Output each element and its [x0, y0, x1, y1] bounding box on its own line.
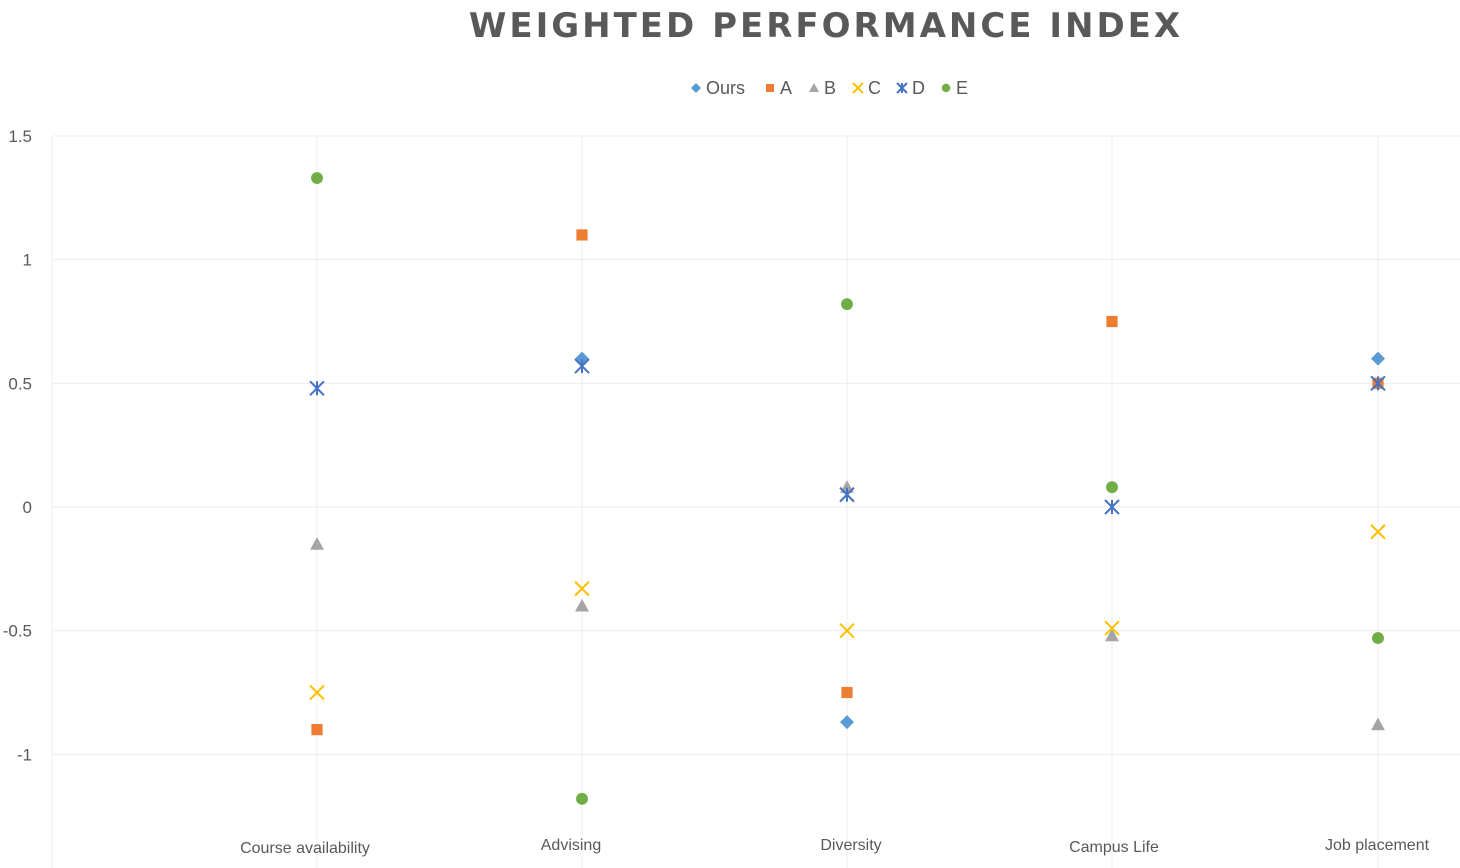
- y-axis: 1.5 1 0.5 0 -0.5 -1: [3, 127, 32, 764]
- data-point-c: [839, 622, 855, 639]
- x-tick-label: Campus Life: [1069, 839, 1159, 856]
- x-tick-label: Advising: [541, 837, 601, 854]
- legend-item-d: D: [896, 78, 925, 98]
- legend-label: Ours: [706, 78, 745, 98]
- legend-marker-circle: [941, 83, 951, 93]
- data-point-b: [1105, 628, 1119, 642]
- chart-legend: Ours A B C D E: [691, 78, 968, 98]
- chart-points: [309, 172, 1386, 805]
- data-point-c: [1370, 524, 1386, 540]
- data-point-d: [839, 486, 855, 503]
- legend-label: D: [912, 78, 925, 98]
- y-tick-label: -1: [17, 745, 32, 764]
- data-point-e: [1106, 481, 1118, 494]
- legend-marker-star: [896, 82, 908, 94]
- data-point-e: [311, 172, 323, 184]
- data-point-d: [574, 358, 590, 374]
- x-tick-label: Diversity: [820, 837, 881, 854]
- data-point-b: [310, 537, 324, 550]
- legend-marker-diamond: [691, 83, 701, 93]
- data-point-d: [1370, 375, 1386, 392]
- data-point-b: [1371, 717, 1385, 731]
- legend-item-c: C: [852, 78, 881, 98]
- data-point-c: [309, 684, 325, 701]
- data-point-ours: [1371, 351, 1385, 366]
- data-point-e: [841, 298, 853, 311]
- data-point-b: [840, 480, 854, 493]
- x-axis: Course availability Advising Diversity Camp…: [240, 837, 1430, 857]
- x-tick-label: Job placement: [1325, 837, 1430, 854]
- chart-title: WEIGHTED PERFORMANCE INDEX: [469, 6, 1183, 46]
- legend-marker-square: [766, 84, 774, 92]
- legend-label: A: [780, 78, 792, 98]
- y-tick-label: 0: [23, 498, 32, 517]
- data-point-e: [576, 792, 588, 805]
- data-point-d: [1104, 499, 1120, 515]
- data-point-a: [841, 686, 853, 699]
- data-point-e: [1372, 632, 1384, 645]
- y-tick-label: 1.5: [8, 127, 32, 146]
- y-tick-label: 0.5: [8, 374, 32, 393]
- data-point-b: [575, 598, 589, 612]
- legend-item-e: E: [941, 78, 968, 98]
- data-point-a: [1106, 315, 1118, 328]
- y-tick-label: -0.5: [3, 622, 32, 641]
- data-point-c: [1104, 620, 1120, 636]
- legend-label: C: [868, 78, 881, 98]
- legend-label: B: [824, 78, 836, 98]
- data-point-a: [311, 724, 323, 736]
- legend-marker-triangle: [809, 83, 819, 92]
- chart-gridlines: [51, 135, 1460, 868]
- data-point-ours: [840, 715, 854, 730]
- legend-item-ours: Ours: [691, 78, 745, 98]
- data-point-d: [309, 380, 325, 396]
- y-tick-label: 1: [23, 251, 32, 270]
- legend-item-b: B: [809, 78, 836, 98]
- legend-marker-x: [852, 82, 864, 94]
- x-tick-label: Course availability: [240, 840, 370, 857]
- legend-label: E: [956, 78, 968, 98]
- data-point-a: [576, 229, 588, 241]
- data-point-c: [574, 580, 590, 597]
- legend-item-a: A: [766, 78, 792, 98]
